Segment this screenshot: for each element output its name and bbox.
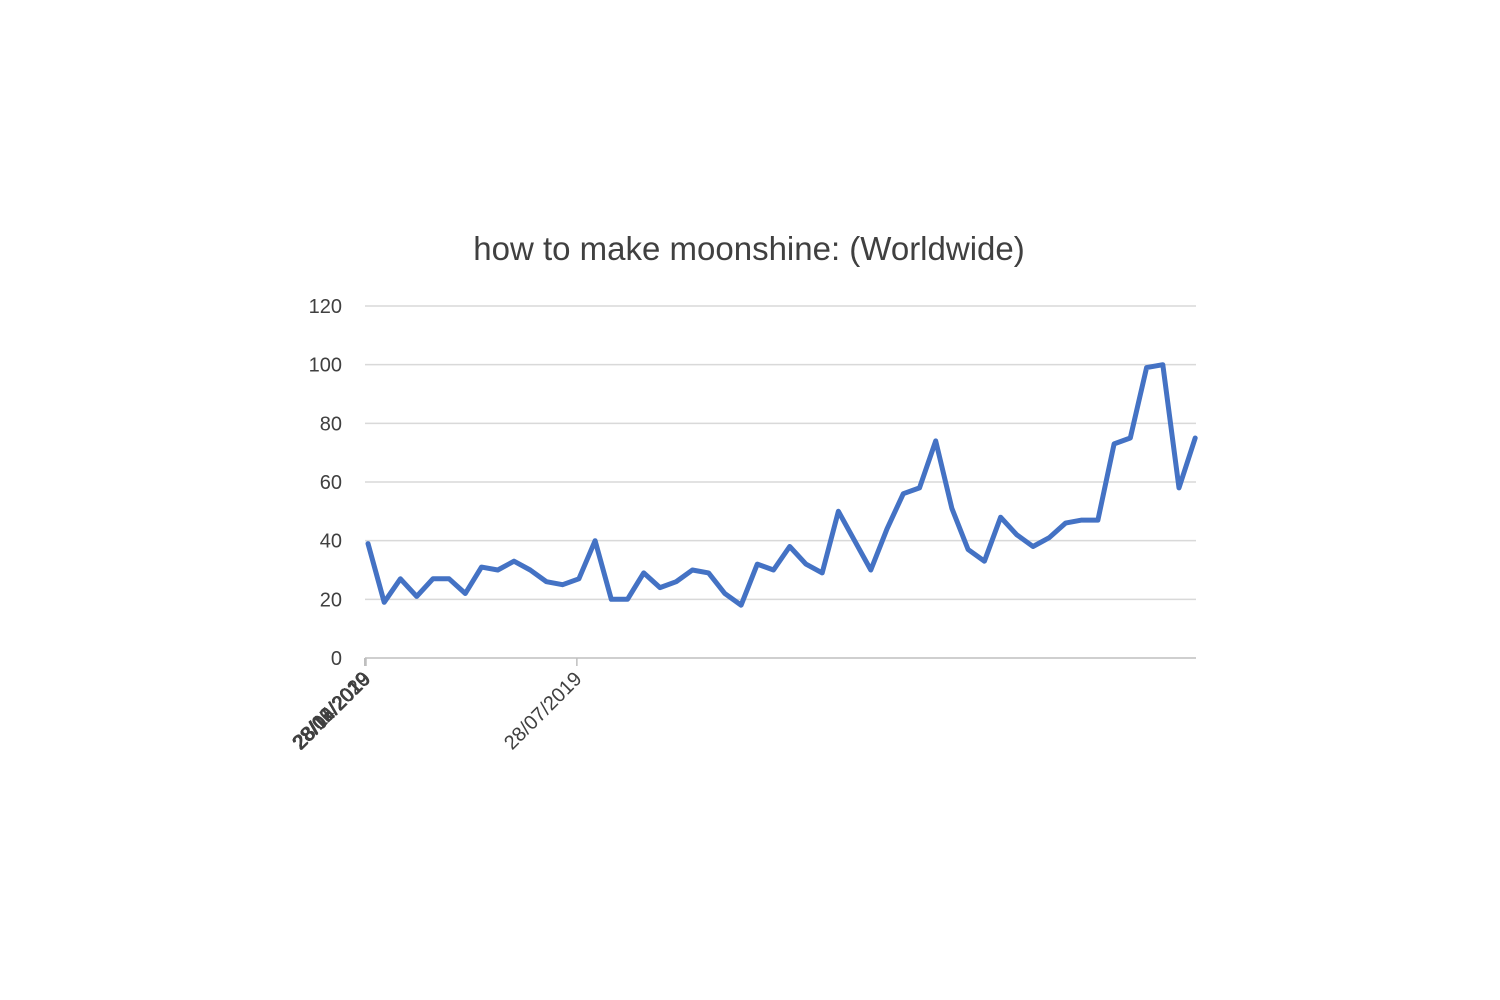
y-tick-label: 60 (320, 472, 342, 494)
x-tick-label: 28/07/2019 (500, 668, 586, 754)
chart-title: how to make moonshine: (Worldwide) (473, 230, 1024, 267)
gridlines (365, 305, 1196, 601)
y-tick-label: 100 (309, 355, 342, 377)
series-layer (365, 362, 1198, 608)
y-tick-label: 120 (309, 296, 342, 318)
x-tick-label: 28/03/2020 (288, 668, 374, 754)
y-tick-label: 20 (320, 589, 342, 611)
y-axis-tick-labels: 0 20 40 60 80 100 120 (309, 296, 342, 670)
y-tick-label: 0 (331, 648, 342, 670)
y-tick-label: 40 (320, 531, 342, 553)
series-line (365, 362, 1198, 608)
y-tick-label: 80 (320, 413, 342, 435)
